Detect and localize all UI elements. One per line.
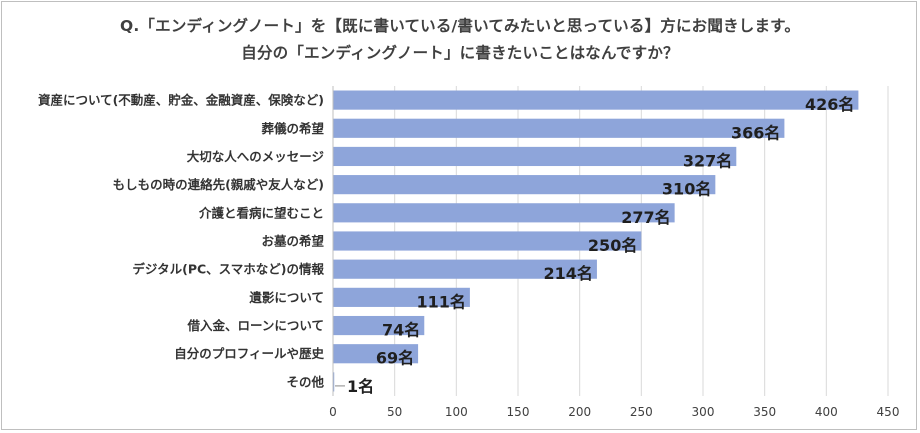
category-label: 資産について(不動産、貯金、金融資産、保険など) xyxy=(38,93,324,108)
chart-title-line-2: 自分の「エンディングノート」に書きたいことはなんですか？ xyxy=(241,44,679,62)
x-tick-label: 0 xyxy=(329,405,337,419)
category-labels: 資産について(不動産、貯金、金融資産、保険など) 葬儀の希望大切な人へのメッセージ… xyxy=(38,93,325,390)
bar-4 xyxy=(333,175,716,195)
x-tick-label: 200 xyxy=(568,405,591,419)
value-label: 310名 xyxy=(662,180,711,199)
value-label: 69名 xyxy=(376,349,414,368)
bar-3 xyxy=(333,146,737,167)
x-tick-label: 300 xyxy=(692,405,715,419)
x-tick-label: 450 xyxy=(877,405,900,419)
bar-6 xyxy=(333,231,642,251)
bar-1 xyxy=(333,90,859,110)
value-label: 74名 xyxy=(382,321,420,340)
bar-11 xyxy=(333,372,335,392)
value-label: 1名 xyxy=(347,377,374,396)
bar-2 xyxy=(333,118,785,138)
x-tick-label: 250 xyxy=(630,405,653,419)
category-label: 介護と看病に望むこと xyxy=(198,205,324,220)
x-tick-labels: 0 50 100 150 200 250 300 350 400 450 xyxy=(329,405,899,419)
x-tick-label: 50 xyxy=(387,405,402,419)
category-label: 大切な人へのメッセージ xyxy=(187,149,325,164)
bar-10 xyxy=(333,344,419,364)
category-label: 自分のプロフィールや歴史 xyxy=(174,346,324,361)
axes xyxy=(332,86,345,396)
category-label: 借入金、ローンについて xyxy=(186,318,324,333)
bar-8 xyxy=(333,287,470,307)
value-label: 250名 xyxy=(588,236,637,255)
value-label: 426名 xyxy=(805,95,854,114)
category-label: もしもの時の連絡先(親戚や友人など) xyxy=(113,177,324,192)
value-label: 277名 xyxy=(621,208,670,227)
category-label: デジタル(PC、スマホなど)の情報 xyxy=(132,262,324,277)
category-label: 遺影について xyxy=(248,290,324,305)
category-label: 葬儀の希望 xyxy=(261,121,324,136)
x-tick-label: 150 xyxy=(507,405,530,419)
x-tick-label: 100 xyxy=(445,405,468,419)
x-tick-label: 400 xyxy=(815,405,838,419)
x-tick-label: 350 xyxy=(753,405,776,419)
category-label: その他 xyxy=(286,374,324,389)
category-label: お墓の希望 xyxy=(261,234,324,249)
value-label: 366名 xyxy=(731,123,780,142)
bars xyxy=(333,90,859,392)
chart-title-line-1: Q.「エンディングノート」を【既に書いている/書いてみたいと思っている】方にお聞… xyxy=(119,17,801,35)
value-label: 327名 xyxy=(683,151,732,170)
bar-9 xyxy=(333,315,425,336)
value-label: 214名 xyxy=(544,264,593,283)
bar-7 xyxy=(333,259,597,279)
bar-5 xyxy=(333,203,675,223)
value-label: 111名 xyxy=(416,292,465,311)
